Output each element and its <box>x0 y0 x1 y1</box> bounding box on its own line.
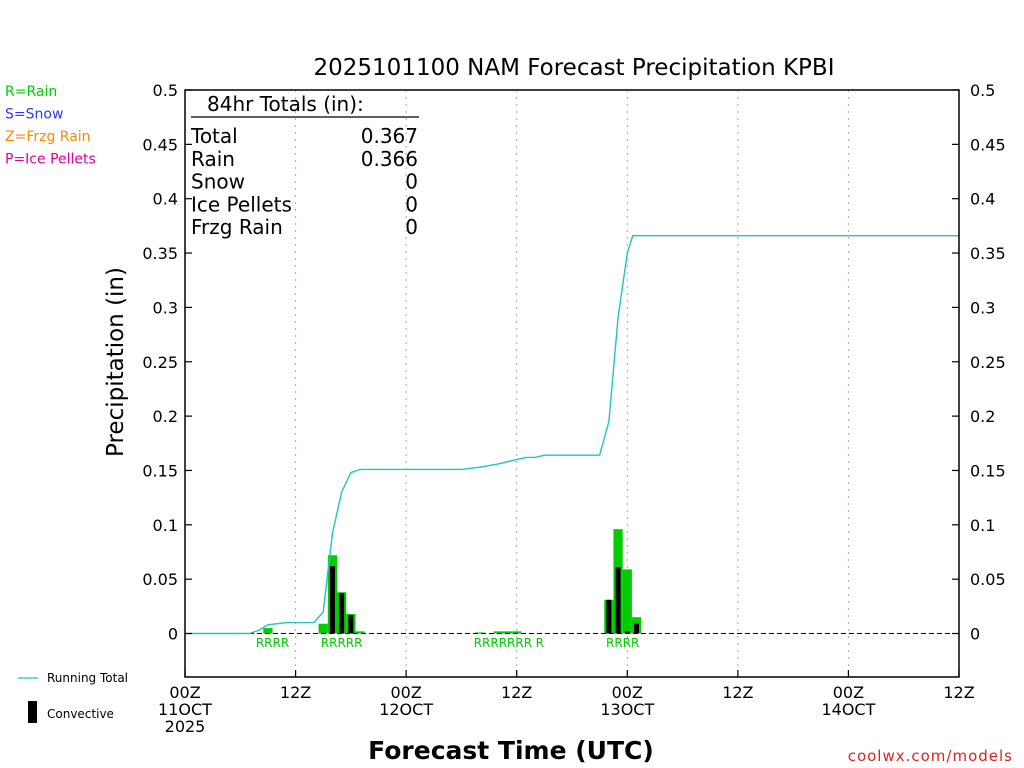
bottom-legend: Running Total Convective <box>18 671 128 723</box>
precip-bar-9 <box>512 631 522 634</box>
y-axis-ticks: 0 00.05 0.050.1 0.10.15 0.150.2 0.20.25 0.250.… <box>142 81 1005 644</box>
precip-bar-8 <box>502 631 513 634</box>
legend-item-0: R=Rain <box>5 84 57 100</box>
ptype-label-1: RRRRR <box>321 636 363 650</box>
y-tick-label-right-2: 0.1 <box>970 516 995 535</box>
totals-box: 84hr Totals (in): Total 0.367 Rain 0.366 Sno… <box>190 92 419 239</box>
totals-label-3: Ice Pellets <box>191 192 292 216</box>
x-tick-label-5-0: 12Z <box>722 683 753 702</box>
totals-value-4: 0 <box>405 215 418 239</box>
ptype-label-2: RRRRRRR <box>474 636 532 650</box>
y-tick-label-left-1: 0.05 <box>142 570 178 589</box>
y-tick-label-right-5: 0.25 <box>970 353 1006 372</box>
y-tick-label-left-3: 0.15 <box>142 461 178 480</box>
y-tick-label-right-10: 0.5 <box>970 81 995 100</box>
y-tick-label-left-7: 0.35 <box>142 244 178 263</box>
y-tick-label-left-4: 0.2 <box>153 407 178 426</box>
y-tick-label-right-4: 0.2 <box>970 407 995 426</box>
y-tick-label-left-5: 0.25 <box>142 353 178 372</box>
convective-swatch <box>28 701 37 723</box>
convective-bar-3 <box>339 593 345 634</box>
totals-label-2: Snow <box>191 170 245 194</box>
plot-frame <box>184 89 960 678</box>
y-tick-label-right-6: 0.3 <box>970 298 995 317</box>
x-tick-label-3-0: 12Z <box>501 683 532 702</box>
totals-value-0: 0.367 <box>361 124 418 148</box>
convective-bar-13 <box>634 623 639 634</box>
y-tick-label-right-3: 0.15 <box>970 461 1006 480</box>
totals-label-1: Rain <box>191 147 235 171</box>
legend-item-2: Z=Frzg Rain <box>5 129 91 145</box>
precip-bar-7 <box>493 631 503 634</box>
totals-value-2: 0 <box>405 170 418 194</box>
x-tick-label-4-0: 00Z <box>612 683 643 702</box>
precip-bar-1 <box>318 623 328 634</box>
totals-value-3: 0 <box>405 192 418 216</box>
precip-bars <box>263 529 642 634</box>
ptype-label-4: RRRR <box>606 636 639 650</box>
precip-bar-0 <box>263 628 273 634</box>
y-axis-label: Precipitation (in) <box>103 267 129 457</box>
x-tick-label-0-0: 00Z <box>169 683 200 702</box>
totals-header: 84hr Totals (in): <box>207 92 364 116</box>
y-tick-label-left-8: 0.4 <box>153 190 178 209</box>
y-tick-label-right-0: 0 <box>970 625 980 644</box>
totals-value-1: 0.366 <box>361 147 418 171</box>
running-total-legend-label: Running Total <box>47 671 128 685</box>
precip-bar-5 <box>355 631 365 634</box>
convective-bar-4 <box>348 615 354 634</box>
x-tick-label-2-1: 12OCT <box>379 700 433 719</box>
ptype-label-3: R <box>536 636 544 650</box>
y-tick-label-left-9: 0.45 <box>142 135 178 154</box>
x-axis-label: Forecast Time (UTC) <box>368 736 654 765</box>
convective-bar-11 <box>615 567 621 634</box>
x-tick-label-4-1: 13OCT <box>600 700 654 719</box>
convective-legend-label: Convective <box>47 707 114 721</box>
convective-bar-10 <box>606 599 612 634</box>
chart-title: 2025101100 NAM Forecast Precipitation KP… <box>314 55 835 81</box>
y-tick-label-right-9: 0.45 <box>970 135 1006 154</box>
running-total-group <box>185 234 959 635</box>
x-tick-label-2-0: 00Z <box>390 683 421 702</box>
y-tick-label-right-7: 0.35 <box>970 244 1006 263</box>
precip-bar-6 <box>475 632 485 634</box>
totals-label-0: Total <box>190 124 238 148</box>
x-tick-label-6-1: 14OCT <box>821 700 875 719</box>
convective-bar-12 <box>624 631 630 634</box>
y-tick-label-left-10: 0.5 <box>153 81 178 100</box>
totals-rows: Total 0.367 Rain 0.366 Snow 0 Ice Pellets 0 Frzg… <box>190 124 418 239</box>
x-tick-label-6-0: 00Z <box>833 683 864 702</box>
ptype-labels: RRRR RRRRR RRRRRRR R RRRR <box>256 636 640 650</box>
legend-item-3: P=Ice Pellets <box>5 152 96 168</box>
x-tick-label-7-0: 12Z <box>943 683 974 702</box>
x-tick-label-0-2: 2025 <box>165 717 206 736</box>
y-tick-label-right-1: 0.05 <box>970 570 1006 589</box>
x-tick-label-1-0: 12Z <box>280 683 311 702</box>
legend-item-1: S=Snow <box>5 107 63 123</box>
x-tick-label-0-1: 11OCT <box>158 700 212 719</box>
y-tick-label-right-8: 0.4 <box>970 190 995 209</box>
y-tick-label-left-0: 0 <box>168 625 178 644</box>
ptype-label-0: RRRR <box>256 636 289 650</box>
ptype-legend: R=Rain S=Snow Z=Frzg Rain P=Ice Pellets <box>5 84 96 168</box>
convective-bar-2 <box>329 566 335 634</box>
running-total-line <box>185 234 959 635</box>
credit-text: coolwx.com/models <box>848 747 1013 765</box>
totals-label-4: Frzg Rain <box>191 215 283 239</box>
y-tick-label-left-2: 0.1 <box>153 516 178 535</box>
y-tick-label-left-6: 0.3 <box>153 298 178 317</box>
precip-bar-12 <box>622 569 632 634</box>
